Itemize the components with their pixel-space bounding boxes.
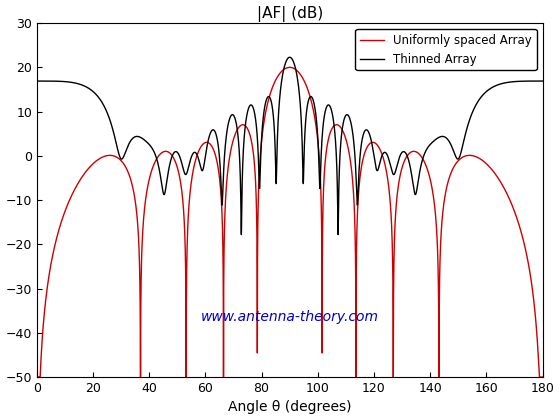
Uniformly spaced Array [64,203,71,208]
Uniformly spaced Array [54,231,61,236]
Thinned Array [133,134,139,139]
Thinned Array [512,79,519,84]
Title: |AF| (dB): |AF| (dB) [256,5,323,21]
Line: Thinned Array: Thinned Array [37,57,543,235]
Legend: Uniformly spaced Array, Thinned Array: Uniformly spaced Array, Thinned Array [356,29,536,71]
Uniformly spaced Array [512,213,519,218]
Line: Uniformly spaced Array: Uniformly spaced Array [37,67,543,377]
Thinned Array [36,79,43,84]
Uniformly spaced Array [281,67,287,72]
Thinned Array [34,79,40,84]
Uniformly spaced Array [286,65,293,70]
Text: www.antenna-theory.com: www.antenna-theory.com [200,310,379,324]
Thinned Array [539,79,546,84]
Thinned Array [54,79,61,84]
Uniformly spaced Array [539,375,546,380]
Thinned Array [286,55,293,60]
Thinned Array [281,65,287,70]
Thinned Array [335,232,342,237]
Uniformly spaced Array [133,205,139,210]
Uniformly spaced Array [34,375,40,380]
Uniformly spaced Array [36,375,43,380]
X-axis label: Angle θ (degrees): Angle θ (degrees) [228,400,352,415]
Thinned Array [64,79,71,84]
